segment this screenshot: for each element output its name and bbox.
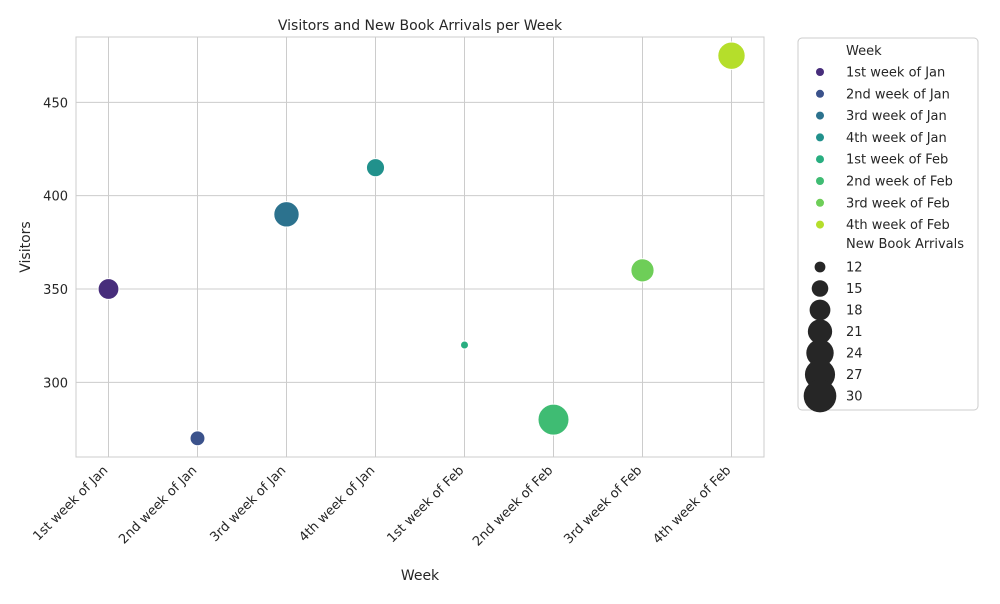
legend-hue-marker xyxy=(816,111,824,120)
legend-hue-marker xyxy=(816,68,824,76)
chart-title: Visitors and New Book Arrivals per Week xyxy=(278,18,563,34)
x-tick-label: 4th week of Jan xyxy=(296,463,378,545)
legend-size-marker xyxy=(803,379,837,413)
y-tick-label: 400 xyxy=(43,190,68,205)
x-tick-label: 2nd week of Feb xyxy=(470,463,556,549)
legend-hue-label: 4th week of Feb xyxy=(846,218,950,233)
legend-hue-marker xyxy=(816,155,824,164)
legend-size-label: 12 xyxy=(846,261,863,276)
y-tick-label: 450 xyxy=(43,96,68,111)
data-point xyxy=(537,403,570,436)
data-point xyxy=(97,278,120,300)
plot-area xyxy=(76,37,764,457)
data-point xyxy=(717,41,746,70)
data-point xyxy=(460,340,469,350)
legend-hue-label: 1st week of Jan xyxy=(846,66,945,81)
legend-size-marker xyxy=(814,261,826,273)
legend-hue-title: Week xyxy=(846,44,882,59)
x-tick-label: 4th week of Feb xyxy=(650,463,734,547)
legend: Week 1st week of Jan 2nd week of Jan 3rd w… xyxy=(797,37,979,413)
x-tick-label: 1st week of Feb xyxy=(384,463,467,546)
legend-size-label: 27 xyxy=(846,368,863,383)
x-tick-label: 1st week of Jan xyxy=(31,463,112,544)
legend-hue-label: 3rd week of Jan xyxy=(846,109,947,124)
legend-hue-marker xyxy=(816,198,824,207)
legend-size-marker xyxy=(811,280,829,297)
legend-hue-label: 2nd week of Jan xyxy=(846,87,950,102)
legend-hue-label: 3rd week of Feb xyxy=(846,196,950,211)
data-point xyxy=(273,201,300,228)
legend-size-title: New Book Arrivals xyxy=(846,237,964,252)
x-axis-label: Week xyxy=(401,568,440,584)
data-point xyxy=(189,430,206,447)
y-tick-label: 350 xyxy=(43,283,68,298)
plot-frame xyxy=(75,36,765,458)
x-tick-label: 3rd week of Jan xyxy=(207,463,289,545)
legend-size-marker xyxy=(809,299,831,321)
legend-hue-marker xyxy=(816,89,824,98)
legend-size-label: 18 xyxy=(846,304,863,319)
legend-hue-label: 2nd week of Feb xyxy=(846,175,953,190)
legend-hue-marker xyxy=(816,133,824,142)
data-point xyxy=(630,258,655,283)
y-axis-label: Visitors xyxy=(18,221,34,272)
legend-size-marker xyxy=(807,319,833,344)
legend-box xyxy=(797,37,979,411)
legend-hue-label: 1st week of Feb xyxy=(846,153,948,168)
legend-size-label: 15 xyxy=(846,282,863,297)
x-tick-label: 2nd week of Jan xyxy=(116,463,200,547)
data-point xyxy=(365,158,386,178)
legend-size-label: 30 xyxy=(846,390,863,405)
legend-hue-marker xyxy=(816,177,824,185)
legend-hue-label: 4th week of Jan xyxy=(846,131,947,146)
x-tick-label: 3rd week of Feb xyxy=(561,463,645,547)
legend-size-marker xyxy=(806,339,834,367)
legend-hue-marker xyxy=(816,220,824,229)
legend-size-label: 21 xyxy=(846,325,863,340)
legend-size-label: 24 xyxy=(846,347,863,362)
y-tick-label: 300 xyxy=(43,376,68,391)
